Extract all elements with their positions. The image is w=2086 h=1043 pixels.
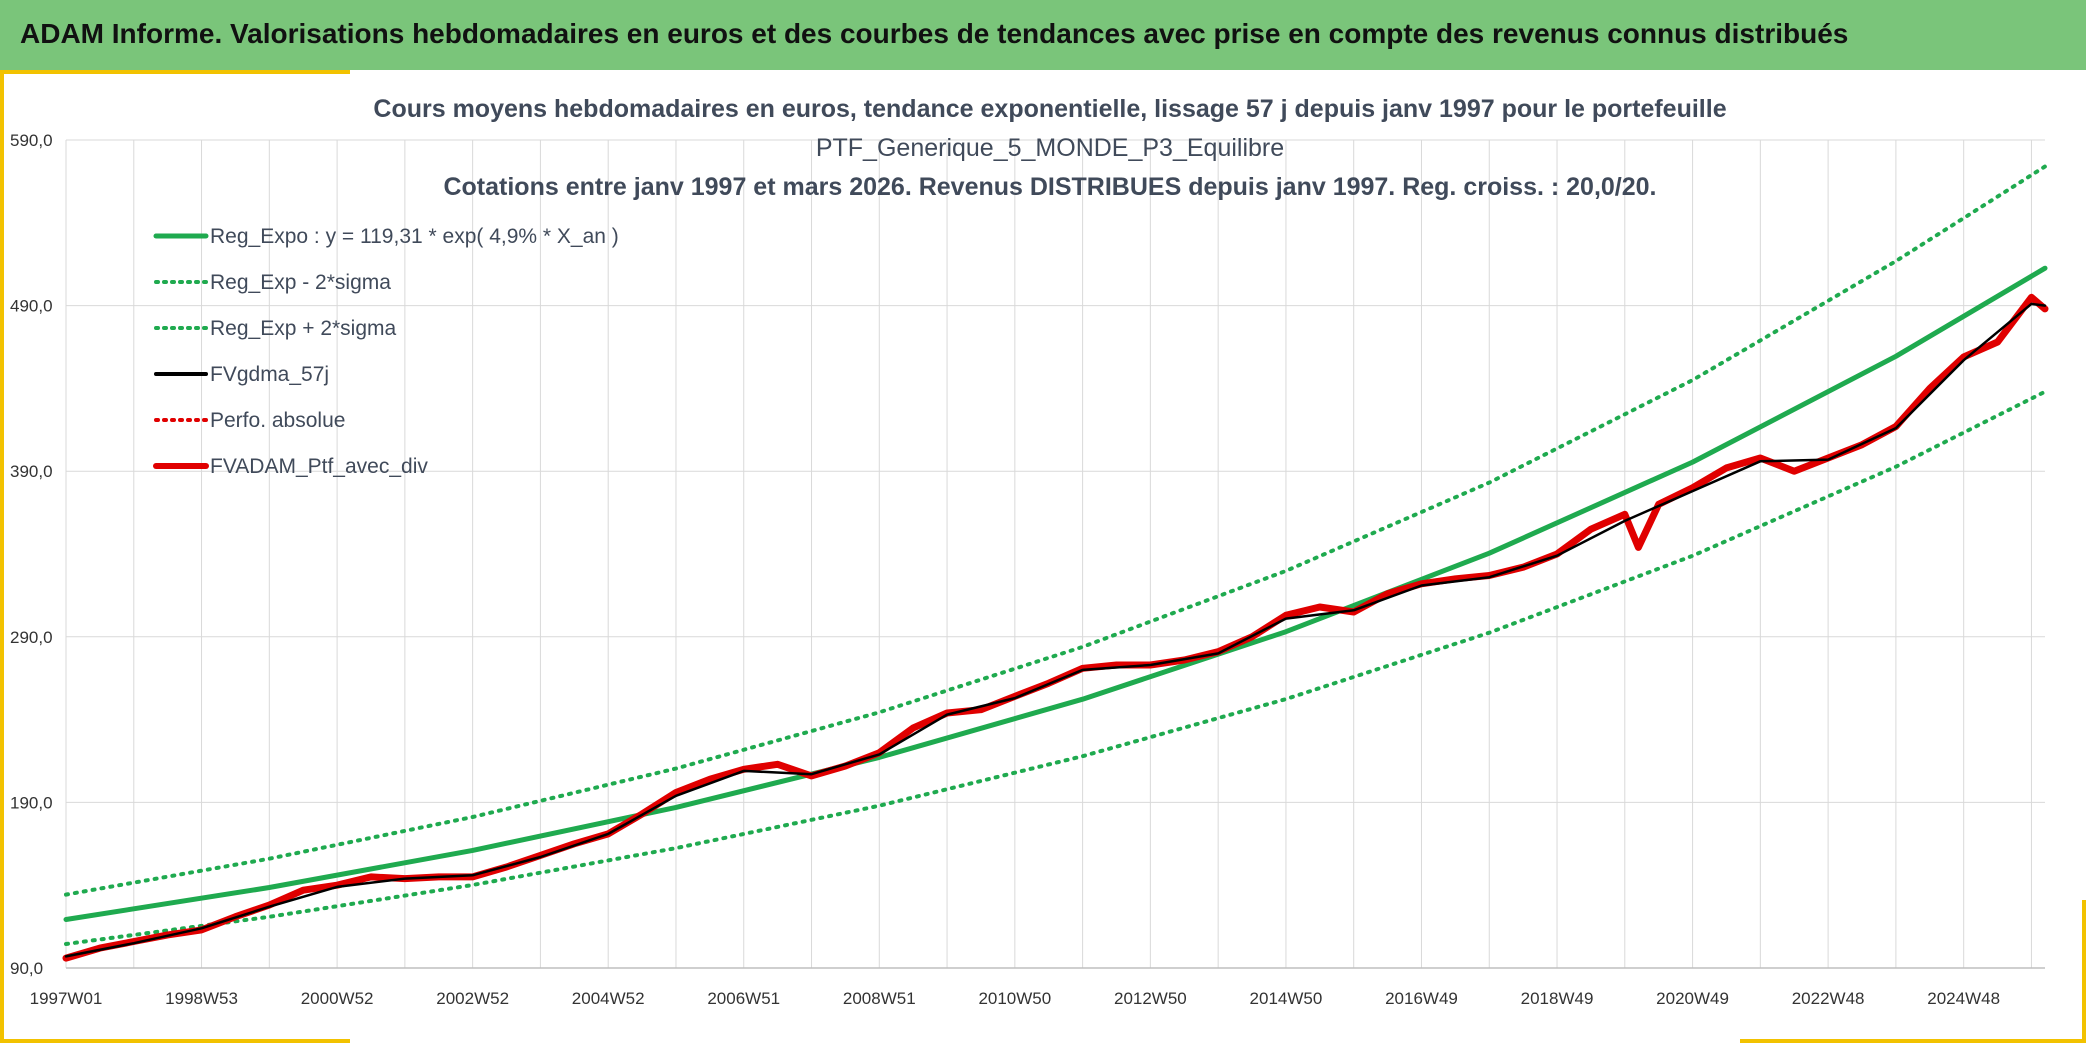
legend-label: FVgdma_57j [210, 363, 329, 386]
legend-label: FVADAM_Ptf_avec_div [210, 455, 428, 478]
legend-label: Reg_Exp - 2*sigma [210, 271, 391, 294]
series-fvgdma-57j [64, 302, 2047, 958]
x-tick-label: 1998W53 [165, 989, 238, 1008]
grid [65, 139, 2045, 969]
chart-title-line-2: PTF_Generique_5_MONDE_P3_Equilibre [816, 134, 1284, 162]
x-tick-label: 2016W49 [1385, 989, 1458, 1008]
x-tick-label: 2022W48 [1792, 989, 1865, 1008]
x-tick-label: 2014W50 [1250, 989, 1323, 1008]
legend-fvadam-ptf: FVADAM_Ptf_avec_div [153, 455, 428, 478]
accent-bar-left [0, 70, 4, 1043]
x-tick-label: 2000W52 [301, 989, 374, 1008]
x-tick-label: 2020W49 [1656, 989, 1729, 1008]
x-tick-label: 2002W52 [436, 989, 509, 1008]
legend-label: Reg_Exp + 2*sigma [210, 317, 397, 340]
legend-fvgdma-57j: FVgdma_57j [154, 363, 329, 386]
x-tick-label: 2018W49 [1521, 989, 1594, 1008]
accent-bar-right [2082, 900, 2086, 1043]
legend-reg-expo: Reg_Expo : y = 119,31 * exp( 4,9% * X_an… [153, 225, 619, 248]
series-fvadam-ptf [62, 293, 2049, 962]
x-tick-label: 2006W51 [707, 989, 780, 1008]
x-tick-label: 2004W52 [572, 989, 645, 1008]
legend: Reg_Expo : y = 119,31 * exp( 4,9% * X_an… [153, 225, 619, 478]
x-tick-label: 2010W50 [978, 989, 1051, 1008]
x-tick-label: 2024W48 [1927, 989, 2000, 1008]
chart-title-line-3: Cotations entre janv 1997 et mars 2026. … [443, 173, 1656, 201]
series-reg-expo [63, 265, 2048, 922]
header-bar: ADAM Informe. Valorisations hebdomadaire… [0, 0, 2086, 70]
accent-bar-bottom-right [1740, 1039, 2086, 1043]
series-reg-minus-2sigma [64, 389, 2047, 946]
series-reg-plus-2sigma [64, 164, 2047, 897]
accent-bar-top-left [0, 70, 350, 74]
x-axis: 1997W01 1998W53 2000W52 2002W52 2004W52 2006W… [30, 989, 2000, 1008]
y-tick-label: 90,0 [10, 959, 43, 978]
chart-title-line-1: Cours moyens hebdomadaires en euros, ten… [373, 95, 1726, 123]
legend-reg-plus-2sigma: Reg_Exp + 2*sigma [154, 317, 397, 340]
page-title: ADAM Informe. Valorisations hebdomadaire… [20, 18, 1849, 49]
x-tick-label: 2008W51 [843, 989, 916, 1008]
accent-bar-bottom-left [0, 1039, 350, 1043]
y-tick-label: 390,0 [10, 462, 53, 481]
y-tick-label: 590,0 [10, 131, 53, 150]
y-tick-label: 190,0 [10, 793, 53, 812]
legend-perfo-absolue: Perfo. absolue [154, 409, 345, 432]
legend-label: Reg_Expo : y = 119,31 * exp( 4,9% * X_an… [210, 225, 619, 248]
y-axis: 590,0 490,0 390,0 290,0 190,0 90,0 [10, 131, 53, 978]
y-tick-label: 290,0 [10, 628, 53, 647]
series [62, 164, 2049, 962]
legend-label: Perfo. absolue [210, 409, 345, 432]
legend-reg-minus-2sigma: Reg_Exp - 2*sigma [154, 271, 391, 294]
y-tick-label: 490,0 [10, 297, 53, 316]
x-tick-label: 2012W50 [1114, 989, 1187, 1008]
x-tick-label: 1997W01 [30, 989, 103, 1008]
